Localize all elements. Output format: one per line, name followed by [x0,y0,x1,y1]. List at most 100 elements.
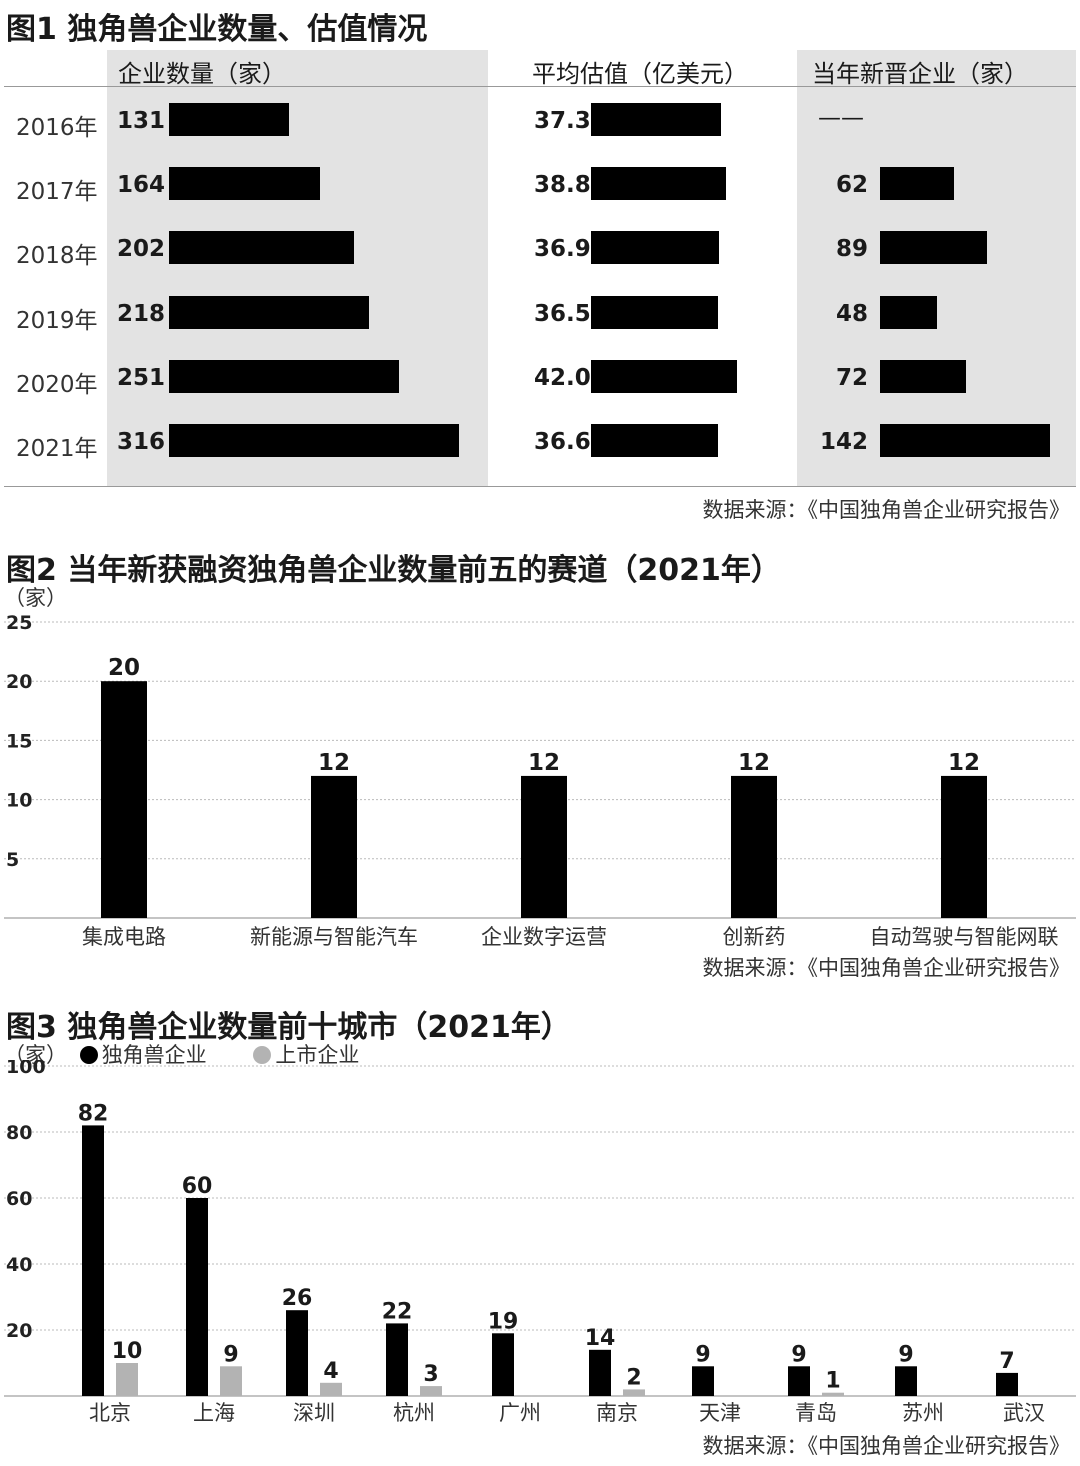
fig2-value-label: 12 [948,750,980,776]
fig3-bar-unicorn [692,1366,714,1396]
fig3-category-label: 武汉 [1003,1401,1045,1425]
fig2-title: 图2 当年新获融资独角兽企业数量前五的赛道（2021年） [6,553,781,588]
fig2-ytick-label: 10 [6,790,32,812]
fig1-bar [880,231,987,265]
fig3-value-label: 10 [112,1339,143,1364]
fig1-value-label: 89 [835,236,868,263]
fig3-category-label: 杭州 [393,1401,435,1425]
fig1-header-rule [4,86,1076,87]
legend-listed-label: 上市企业 [275,1043,360,1067]
fig1-value-label: 164 [117,172,166,199]
fig1-source: 数据来源：《中国独角兽企业研究报告》 [702,498,1071,522]
fig1-value-label: 42.0 [534,364,591,391]
fig3-value-label: 19 [488,1309,519,1334]
fig1-bar [169,231,354,265]
fig3-bar-unicorn [996,1372,1018,1396]
fig3-value-label: 9 [223,1342,238,1367]
fig2-bar [941,775,987,918]
fig1-value-label: 36.5 [534,300,591,327]
fig3-value-label: 1 [825,1369,840,1394]
fig3-bar-listed [623,1389,645,1396]
fig3-bar-unicorn [492,1333,514,1396]
fig2-category-label: 创新药 [723,925,786,949]
fig1-value-label: 37.3 [534,108,591,134]
fig1-year-label: 2017年 [16,179,98,206]
legend-unicorn-label: 独角兽企业 [101,1043,207,1067]
fig2-bar [521,775,567,918]
fig3-ytick-label: 20 [6,1320,32,1342]
fig1-bar [169,295,369,329]
fig1-bar [591,359,737,393]
fig1-missing-label: —— [818,105,864,131]
fig3-source: 数据来源：《中国独角兽企业研究报告》 [702,1434,1071,1458]
fig1-bar [880,167,954,201]
fig1-year-label: 2016年 [16,115,98,141]
fig3-category-label: 青岛 [795,1401,837,1425]
fig2-ytick-label: 5 [6,849,19,871]
fig3-chart: 204060801008210北京609上海264深圳223杭州19广州142南… [4,1060,1076,1425]
fig3-bar-unicorn [386,1323,408,1396]
fig1-bar [591,295,718,329]
fig2-ytick-label: 20 [6,671,32,693]
fig1-bottom-rule [4,486,1076,487]
fig2-ytick-label: 15 [6,730,32,752]
fig3-ytick-label: 100 [6,1060,46,1078]
fig2-category-label: 集成电路 [82,925,166,949]
fig1-value-label: 36.6 [534,429,591,455]
fig1-value-label: 72 [835,364,868,391]
fig3-bar-unicorn [589,1349,611,1396]
fig3-ytick-label: 60 [6,1188,32,1210]
fig2-source: 数据来源：《中国独角兽企业研究报告》 [702,956,1071,980]
fig2-unit: （家） [4,586,67,610]
fig3-bar-unicorn [286,1310,308,1396]
fig1-value-label: 38.8 [534,172,591,199]
fig3-category-label: 南京 [596,1401,638,1425]
fig1-value-label: 251 [117,364,166,391]
fig3-value-label: 26 [282,1286,313,1311]
fig3-value-label: 4 [323,1359,338,1384]
fig2-category-label: 企业数字运营 [481,925,607,949]
fig3-value-label: 9 [791,1342,806,1367]
fig3-value-label: 7 [999,1349,1014,1374]
fig3-category-label: 天津 [699,1401,741,1425]
fig1-value-label: 131 [117,108,166,134]
fig3-value-label: 9 [898,1342,913,1367]
fig1-value-label: 316 [117,429,166,455]
fig1-title: 图1 独角兽企业数量、估值情况 [6,12,428,47]
fig3-value-label: 9 [695,1342,710,1367]
fig3-bar-listed [116,1363,138,1396]
fig3-value-label: 14 [585,1326,616,1351]
fig1-bar [880,424,1050,457]
fig1-panel-new [797,50,1076,486]
fig3-value-label: 82 [78,1101,109,1126]
fig2-value-label: 20 [108,655,140,681]
fig3-ytick-label: 40 [6,1254,32,1276]
fig3-value-label: 2 [626,1365,641,1390]
fig3-title: 图3 独角兽企业数量前十城市（2021年） [6,1010,571,1045]
fig1-bar [591,231,719,265]
fig1-bar [591,103,721,136]
fig3-category-label: 深圳 [293,1401,335,1425]
fig1-bar [880,359,966,393]
fig1-header-new: 当年新晋企业（家） [812,60,1028,88]
fig2-value-label: 12 [318,750,350,776]
fig2-chart: 5 10 15 20 25 20 集成电路 12 新能源与智能汽车 12 企业数字运营 12 创新药 12… [4,612,1076,949]
fig2-category-label: 自动驾驶与智能网联 [870,925,1059,949]
fig3-category-label: 广州 [499,1401,541,1425]
fig1-bar [169,359,399,393]
fig1-bar [169,103,289,136]
fig1-bar [880,295,937,329]
fig3-bar-unicorn [895,1366,917,1396]
fig2-ytick-label: 25 [6,612,32,634]
fig3-category-label: 上海 [193,1401,235,1425]
fig1-value-label: 48 [835,300,868,327]
fig3-bar-listed [822,1392,844,1396]
fig3-value-label: 60 [182,1174,213,1199]
fig1-bar [169,167,320,201]
fig1-value-label: 62 [835,172,868,199]
fig1-year-label: 2020年 [16,371,98,398]
fig2-bar [311,775,357,918]
fig2-bar [101,681,147,918]
fig3-bar-unicorn [82,1125,104,1396]
fig1-value-label: 142 [819,429,868,455]
